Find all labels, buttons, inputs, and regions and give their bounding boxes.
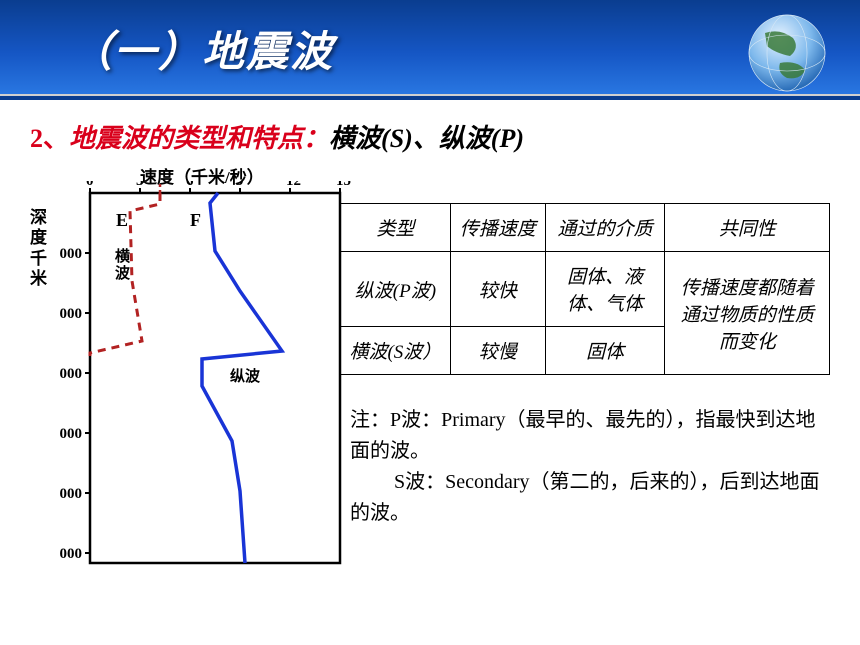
svg-text:6: 6 [186,181,194,189]
svg-text:3: 3 [136,181,144,189]
td-common: 传播速度都随着通过物质的性质而变化 [665,252,830,375]
e-label: E [116,210,128,230]
svg-text:4000: 4000 [60,426,82,442]
slide-header: （一）地震波 [0,0,860,100]
table-header-row: 类型 传播速度 通过的介质 共同性 [341,204,830,252]
body-row: 速度（千米/秒） 深度千米 03691215 10002000300040005… [30,163,830,529]
table-row-p: 纵波(P波) 较快 固体、液体、气体 传播速度都随着通过物质的性质而变化 [341,252,830,327]
seismic-chart: 速度（千米/秒） 深度千米 03691215 10002000300040005… [30,163,330,529]
note-line-1: 注：P波：Primary（最早的、最先的），指最快到达地面的波。 [350,405,830,467]
header-underline [0,94,860,96]
subtitle-red: 地震波的类型和特点： [69,124,329,153]
svg-text:9: 9 [236,181,244,189]
subtitle-black: 横波(S)、纵波(P) [329,124,524,153]
th-speed: 传播速度 [450,204,545,252]
note-block: 注：P波：Primary（最早的、最先的），指最快到达地面的波。 S波：Seco… [340,405,830,529]
s-wave-label-2: 波 [115,264,131,282]
td-s-medium: 固体 [545,327,665,375]
svg-text:6000: 6000 [60,546,82,562]
subtitle: 2、地震波的类型和特点：横波(S)、纵波(P) [30,118,830,155]
right-block: 类型 传播速度 通过的介质 共同性 纵波(P波) 较快 固体、液体、气体 传播速… [330,163,830,529]
svg-text:3000: 3000 [60,366,82,382]
svg-text:0: 0 [86,181,94,189]
svg-text:12: 12 [286,181,301,189]
note-line-2: S波：Secondary（第二的，后来的），后到达地面的波。 [350,467,830,529]
svg-text:2000: 2000 [60,306,82,322]
p-wave-label: 纵波 [230,367,261,385]
td-s-speed: 较慢 [450,327,545,375]
globe-icon [725,8,835,98]
th-medium: 通过的介质 [545,204,665,252]
subtitle-number: 2、 [30,124,69,153]
chart-svg: 03691215 100020003000400050006000 E F 横 … [60,181,360,581]
svg-text:15: 15 [336,181,351,189]
s-wave-label: 横 [115,247,131,265]
svg-text:1000: 1000 [60,246,82,262]
wave-table: 类型 传播速度 通过的介质 共同性 纵波(P波) 较快 固体、液体、气体 传播速… [340,203,830,375]
svg-text:5000: 5000 [60,486,82,502]
td-p-medium: 固体、液体、气体 [545,252,665,327]
th-common: 共同性 [665,204,830,252]
content-area: 2、地震波的类型和特点：横波(S)、纵波(P) 速度（千米/秒） 深度千米 03… [0,100,860,529]
header-title: （一）地震波 [70,18,334,79]
td-p-speed: 较快 [450,252,545,327]
y-axis-title: 深度千米 [30,208,48,290]
f-label: F [190,210,201,230]
